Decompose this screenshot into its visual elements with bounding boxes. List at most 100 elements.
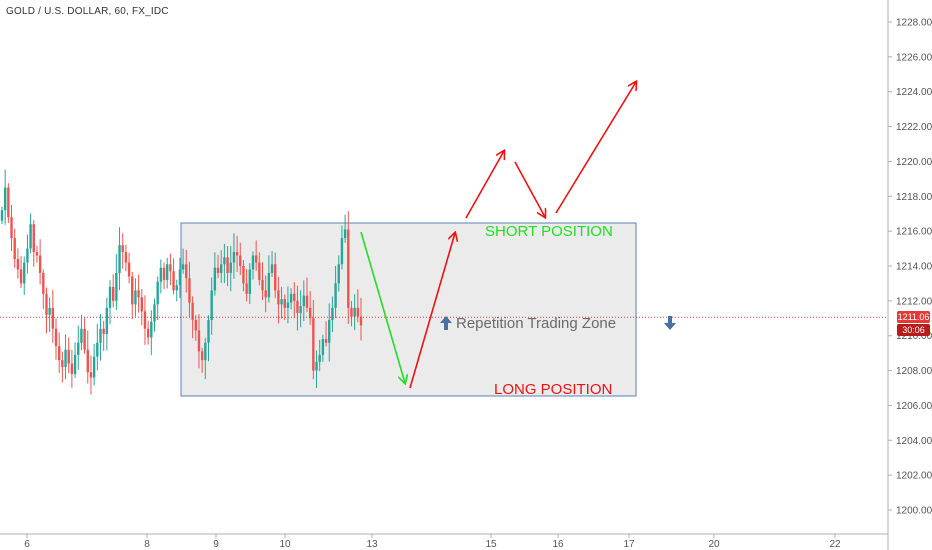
- candle-body: [293, 293, 296, 301]
- candle-body: [108, 286, 112, 308]
- candle-body: [77, 342, 80, 355]
- red-up-arrow-1: [409, 233, 455, 389]
- candle-body: [0, 210, 4, 221]
- x-tick-label: 13: [366, 539, 378, 550]
- candle-body: [124, 252, 128, 263]
- candle-body: [35, 252, 39, 256]
- candle-body: [115, 272, 118, 301]
- candle-body: [181, 264, 185, 270]
- candle-body: [191, 302, 194, 321]
- candle-body: [270, 264, 274, 273]
- candle-body: [226, 257, 229, 273]
- y-tick-label: 1218.00: [896, 192, 932, 203]
- candle-body: [232, 252, 236, 263]
- symbol-title: GOLD / U.S. DOLLAR, 60, FX_IDC: [6, 6, 169, 17]
- y-tick-label: 1220.00: [896, 157, 932, 168]
- candle-body: [70, 363, 74, 375]
- candle-body: [315, 361, 318, 371]
- candle-body: [248, 269, 252, 294]
- repetition-zone-label: Repetition Trading Zone: [456, 315, 616, 332]
- candle-body: [188, 278, 191, 303]
- candle-body: [305, 295, 309, 308]
- candle-body: [105, 307, 109, 334]
- candle-body: [359, 316, 363, 326]
- repetition-trading-zone: [180, 222, 637, 397]
- candle-body: [26, 248, 29, 263]
- candle-body: [286, 302, 290, 308]
- time-axis[interactable]: 6 8 9 10 13 15 16 17 20 22: [24, 534, 841, 550]
- countdown-badge: 30:06: [897, 324, 930, 336]
- candle-body: [239, 255, 242, 266]
- y-tick-label: 1204.00: [896, 436, 932, 447]
- candle-body: [156, 281, 159, 305]
- candle-body: [153, 304, 156, 322]
- candle-body: [131, 276, 134, 305]
- candle-body: [143, 311, 147, 329]
- candle-body: [175, 285, 178, 291]
- candle-body: [337, 264, 340, 284]
- candle-body: [159, 267, 163, 282]
- candle-body: [334, 283, 337, 308]
- candle-body: [343, 229, 347, 239]
- red-down-arrow: [514, 161, 545, 217]
- y-tick-label: 1216.00: [896, 227, 932, 238]
- candle-body: [283, 299, 286, 308]
- candle-body: [166, 264, 169, 280]
- x-tick-label: 16: [552, 539, 564, 550]
- candle-body: [121, 245, 124, 253]
- candle-body: [19, 269, 23, 284]
- long-position-label: LONG POSITION: [494, 381, 612, 398]
- candle-body: [312, 318, 315, 371]
- x-tick-label: 20: [708, 539, 720, 550]
- candle-body: [340, 238, 344, 265]
- x-tick-label: 22: [829, 539, 841, 550]
- candle-body: [185, 264, 188, 279]
- candle-body: [254, 255, 258, 263]
- candle-body: [274, 264, 277, 291]
- candle-body: [356, 307, 360, 317]
- candle-body: [321, 339, 325, 355]
- arrow-down-icon: [664, 316, 676, 330]
- last-price-badge: 1211.06: [897, 311, 930, 323]
- candle-body: [178, 269, 182, 286]
- candle-body: [80, 328, 83, 343]
- candle-body: [289, 293, 293, 303]
- candle-body: [150, 321, 153, 338]
- candle-body: [32, 224, 35, 253]
- y-tick-label: 1226.00: [896, 52, 932, 63]
- x-tick-label: 10: [279, 539, 291, 550]
- candle-body: [223, 257, 226, 265]
- candle-body: [13, 238, 16, 260]
- candle-body: [267, 272, 271, 298]
- candle-body: [7, 187, 10, 218]
- candle-body: [353, 307, 356, 317]
- y-tick-label: 1228.00: [896, 18, 932, 29]
- candle-body: [347, 229, 350, 308]
- candle-body: [16, 259, 20, 270]
- candle-body: [261, 279, 264, 291]
- short-position-label: SHORT POSITION: [485, 223, 613, 240]
- candle-body: [277, 290, 280, 305]
- candle-body: [127, 262, 131, 277]
- candle-body: [207, 320, 210, 343]
- candle-body: [67, 349, 70, 364]
- candle-body: [29, 224, 32, 249]
- candle-body: [42, 272, 45, 294]
- candle-body: [137, 290, 140, 298]
- candle-body: [96, 342, 99, 357]
- candle-body: [140, 297, 143, 312]
- candle-body: [299, 306, 302, 314]
- y-tick-label: 1224.00: [896, 87, 932, 98]
- candle-body: [64, 349, 67, 368]
- candle-body: [213, 267, 217, 291]
- y-tick-label: 1212.00: [896, 296, 932, 307]
- y-tick-label: 1200.00: [896, 506, 932, 517]
- candle-body: [197, 330, 201, 352]
- candle-body: [251, 255, 255, 270]
- candle-body: [229, 262, 232, 273]
- candle-body: [350, 307, 353, 317]
- price-axis[interactable]: 1200.00 1202.00 1204.00 1206.00 1208.00 1210.…: [888, 18, 932, 517]
- candle-body: [51, 307, 55, 329]
- y-tick-label: 1222.00: [896, 122, 932, 133]
